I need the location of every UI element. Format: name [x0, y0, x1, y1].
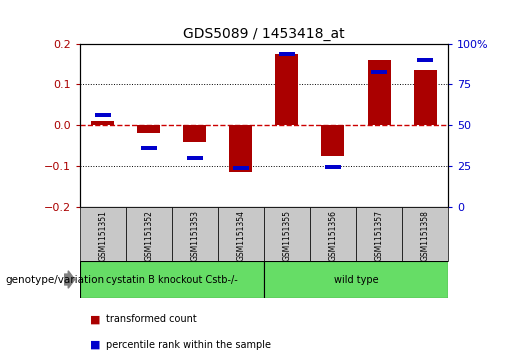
Bar [264, 261, 448, 298]
Bar [276, 54, 299, 125]
Bar [80, 207, 126, 261]
Bar [321, 125, 345, 156]
Bar [80, 261, 264, 298]
Bar [325, 165, 341, 169]
Text: percentile rank within the sample: percentile rank within the sample [106, 340, 270, 350]
Bar [371, 70, 387, 74]
Bar [233, 166, 249, 170]
Bar [356, 207, 402, 261]
Text: GSM1151354: GSM1151354 [236, 209, 246, 261]
Text: genotype/variation: genotype/variation [5, 274, 104, 285]
Bar [279, 52, 295, 56]
Bar [414, 70, 437, 125]
Title: GDS5089 / 1453418_at: GDS5089 / 1453418_at [183, 27, 345, 41]
Bar [310, 207, 356, 261]
Text: GSM1151358: GSM1151358 [421, 209, 430, 261]
Text: GSM1151355: GSM1151355 [282, 209, 291, 261]
Text: GSM1151353: GSM1151353 [191, 209, 199, 261]
Text: GSM1151357: GSM1151357 [374, 209, 384, 261]
Text: transformed count: transformed count [106, 314, 196, 325]
Bar [138, 125, 160, 133]
Bar [141, 146, 157, 150]
Bar [229, 125, 252, 172]
Bar [91, 121, 114, 125]
Text: ■: ■ [90, 340, 100, 350]
FancyArrow shape [64, 271, 75, 288]
Bar [172, 207, 218, 261]
Text: wild type: wild type [334, 274, 379, 285]
Text: GSM1151356: GSM1151356 [329, 209, 337, 261]
Bar [126, 207, 172, 261]
Bar [402, 207, 448, 261]
Bar [417, 58, 433, 62]
Bar [264, 207, 310, 261]
Bar [218, 207, 264, 261]
Bar [368, 60, 390, 125]
Text: cystatin B knockout Cstb-/-: cystatin B knockout Cstb-/- [106, 274, 238, 285]
Bar [183, 125, 207, 142]
Text: GSM1151351: GSM1151351 [98, 209, 107, 261]
Bar [95, 113, 111, 117]
Text: ■: ■ [90, 314, 100, 325]
Bar [187, 156, 203, 160]
Text: GSM1151352: GSM1151352 [144, 209, 153, 261]
